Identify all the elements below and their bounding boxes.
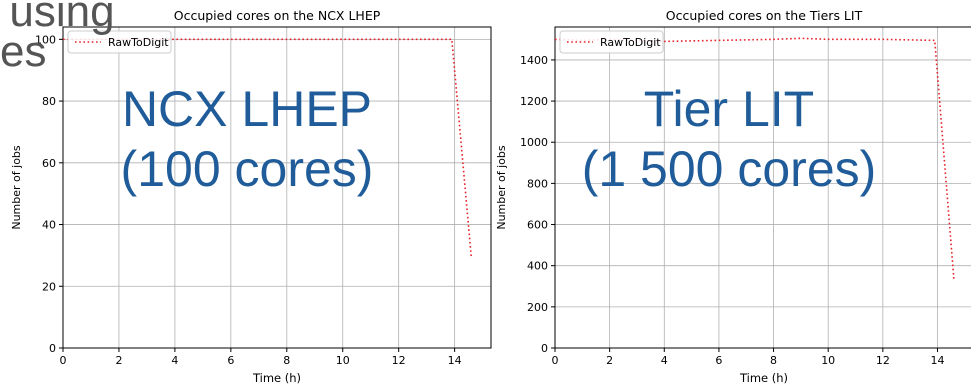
chart1-legend-box: [559, 30, 664, 54]
slide-fragment-line2: es: [0, 27, 46, 76]
chart1-y-axis-label: Number of jobs: [495, 145, 508, 230]
chart0-x-tick-label: 4: [171, 354, 178, 367]
chart0-x-tick-label: 12: [392, 354, 406, 367]
chart1-y-tick-label: 1200: [520, 95, 548, 108]
chart0-x-tick-label: 2: [115, 354, 122, 367]
chart1-y-tick-label: 600: [527, 219, 548, 232]
chart0-x-axis-label: Time (h): [252, 371, 301, 385]
chart0-y-tick-label: 0: [49, 342, 56, 355]
chart0-y-tick-label: 20: [42, 280, 56, 293]
chart0-y-tick-label: 60: [42, 157, 56, 170]
chart1-y-tick-label: 800: [527, 177, 548, 190]
chart1-x-tick-label: 8: [770, 354, 777, 367]
chart1-y-tick-label: 1400: [520, 54, 548, 67]
chart0-y-axis-label: Number of jobs: [10, 145, 23, 230]
chart0-annotation-line2: (100 cores): [121, 141, 374, 197]
chart1-annotation-line1: Tier LIT: [644, 81, 814, 137]
chart0-chart-title: Occupied cores on the NCX LHEP: [174, 8, 381, 23]
chart0-y-tick-label: 40: [42, 219, 56, 232]
chart1-x-tick-label: 4: [661, 354, 668, 367]
chart0-legend-label: RawToDigit: [108, 36, 169, 49]
chart1-x-tick-label: 2: [606, 354, 613, 367]
chart0-x-tick-label: 0: [60, 354, 67, 367]
chart1-x-tick-label: 6: [715, 354, 722, 367]
chart1-x-tick-label: 0: [552, 354, 559, 367]
chart1-plot-frame: [554, 26, 971, 349]
slide-fragment-line1: using: [9, 0, 114, 36]
chart1-y-tick-label: 400: [527, 260, 548, 273]
chart1-x-tick-label: 10: [821, 354, 835, 367]
chart0-series-line: [63, 38, 473, 259]
chart0-legend-box: [67, 30, 172, 54]
chart1-x-tick-label: 12: [876, 354, 890, 367]
chart1-x-tick-label: 14: [930, 354, 944, 367]
chart0-x-tick-label: 6: [227, 354, 234, 367]
chart1-series-line: [554, 37, 955, 280]
chart0-plot-frame: [62, 26, 492, 349]
chart1-y-tick-label: 1000: [520, 136, 548, 149]
chart-ncx-lhep: 0 2 4 6 8 10 12 14 0 20 40 60 80 100 Time (h) Number of…: [10, 8, 492, 385]
chart1-legend-label: RawToDigit: [600, 36, 661, 49]
chart1-y-tick-label: 200: [527, 301, 548, 314]
chart1-annotation-line2: (1 500 cores): [582, 141, 877, 197]
chart-tier-lit: 0 2 4 6 8 10 12 14 0 200 400 600 800 1000 1200 1400 Time…: [495, 8, 971, 385]
chart1-y-tick-label: 0: [541, 342, 548, 355]
chart0-x-tick-label: 10: [336, 354, 350, 367]
chart0-annotation-line1: NCX LHEP: [122, 81, 372, 137]
chart0-x-tick-label: 8: [283, 354, 290, 367]
chart1-x-axis-label: Time (h): [739, 371, 788, 385]
chart0-y-tick-label: 100: [35, 33, 56, 46]
chart1-chart-title: Occupied cores on the Tiers LIT: [666, 8, 863, 23]
chart0-x-tick-label: 14: [448, 354, 462, 367]
chart0-y-tick-label: 80: [42, 95, 56, 108]
